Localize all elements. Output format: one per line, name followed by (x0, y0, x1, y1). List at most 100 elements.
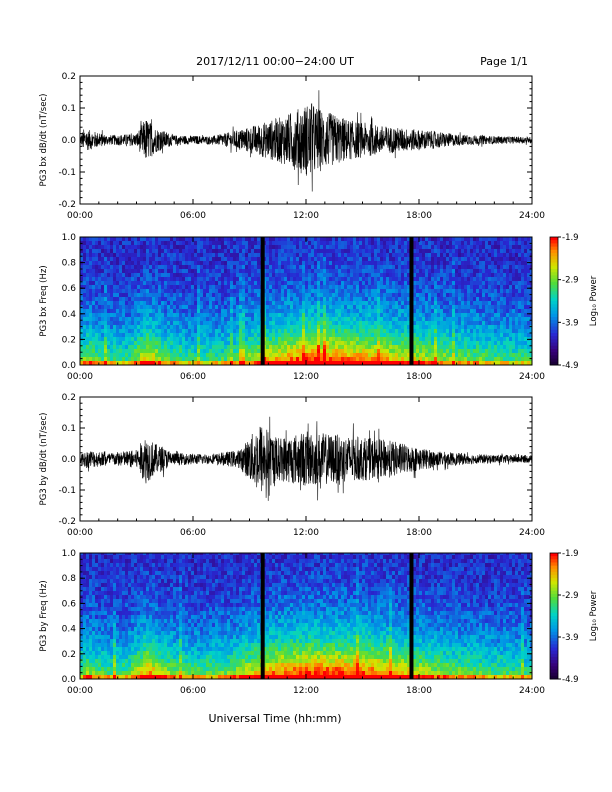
colorbar-segment (550, 320, 558, 324)
y-tick-label: 0.4 (62, 625, 77, 635)
colorbar-segment (550, 272, 558, 276)
colorbar-frame (549, 236, 559, 366)
panel-2: 00:00 06:00 12:00 18:00 24:00 1.0 0.8 0.6 0.4 0.2… (39, 233, 599, 382)
colorbar-segment (550, 307, 558, 312)
y-tick-label: 1.0 (62, 233, 77, 243)
y-tick-label: 1.0 (62, 549, 77, 559)
x-tick-label: 12:00 (293, 372, 319, 382)
colorbar-segment (550, 326, 558, 331)
x-tick-label: 12:00 (293, 528, 319, 538)
x-tick-label: 24:00 (519, 211, 545, 221)
x-tick-label: 12:00 (293, 211, 319, 221)
y-tick-label: 0.2 (62, 650, 76, 660)
x-tick-label: 00:00 (67, 528, 93, 538)
colorbar-segment (550, 256, 558, 260)
colorbar-segment (550, 294, 558, 299)
colorbar-segment (550, 587, 558, 592)
colorbar-frame (549, 552, 559, 680)
colorbar-segment (550, 556, 558, 560)
colorbar-segment (550, 663, 558, 667)
colorbar-segment (550, 606, 558, 611)
colorbar-segment (550, 575, 558, 579)
colorbar-segment (550, 349, 558, 353)
colorbar-tick-label: -4.9 (562, 675, 579, 685)
colorbar-segment (550, 559, 558, 563)
x-tick-label: 18:00 (406, 211, 432, 221)
colorbar-tick-label: -3.9 (562, 633, 579, 643)
y-tick-label: 0.0 (62, 675, 77, 685)
colorbar-segment (550, 336, 558, 340)
y-tick-label: 0.0 (62, 361, 77, 371)
panel-1: 00:00 06:00 12:00 18:00 24:00 0.2 0.1 0.0 -0.1 -0… (39, 72, 545, 221)
y-tick-label: 0.2 (62, 335, 76, 345)
colorbar-segment (550, 612, 558, 617)
data-gap-2 (409, 237, 414, 365)
y-tick-label: -0.1 (58, 168, 76, 178)
colorbar-segment (550, 669, 558, 674)
page-number: Page 1/1 (480, 55, 528, 68)
colorbar-tick-label: -3.9 (562, 318, 579, 328)
colorbar-segment (550, 597, 558, 601)
y-tick-label: 0.0 (62, 136, 77, 146)
y-tick-label: 0.8 (62, 574, 77, 584)
colorbar-segment (550, 291, 558, 296)
colorbar-segment (550, 262, 558, 267)
data-gap-1 (260, 237, 265, 365)
colorbar-segment (550, 631, 558, 636)
y-tick-label: 0.0 (62, 455, 77, 465)
colorbar-segment (550, 578, 558, 582)
colorbar-segment (550, 288, 558, 292)
colorbar-segment (550, 285, 558, 289)
colorbar-tick-label: -2.9 (562, 276, 579, 286)
colorbar-segment (550, 278, 558, 283)
colorbar-segment (550, 297, 558, 302)
y-tick-label: 0.8 (62, 259, 77, 269)
colorbar-segment (550, 269, 558, 273)
colorbar-segment (550, 656, 558, 661)
x-tick-label: 18:00 (406, 686, 432, 696)
y-tick-label: 0.4 (62, 310, 77, 320)
colorbar-segment (550, 240, 558, 244)
colorbar-segment (550, 565, 558, 570)
colorbar-tick-label: -1.9 (562, 549, 579, 559)
colorbar-segment (550, 666, 558, 671)
colorbar-segment (550, 323, 558, 328)
x-tick-label: 12:00 (293, 686, 319, 696)
series-line (79, 416, 533, 501)
colorbar-segment (550, 675, 558, 680)
colorbar-segment (550, 333, 558, 337)
colorbar-segment (550, 638, 558, 642)
figure-title: 2017/12/11 00:00−24:00 UT (196, 55, 354, 68)
colorbar: -1.9 -2.9 -3.9 -4.9 Log₁₀ Power (549, 233, 599, 371)
y-tick-label: 0.2 (62, 72, 76, 82)
y-axis-label: PG3 bx dB/dt (nT/sec) (39, 94, 49, 187)
colorbar-segment (550, 568, 558, 573)
colorbar-segment (550, 660, 558, 664)
x-tick-label: 24:00 (519, 686, 545, 696)
colorbar-segment (550, 339, 558, 344)
colorbar-segment (550, 609, 558, 614)
x-tick-label: 06:00 (180, 211, 206, 221)
colorbar-segment (550, 653, 558, 658)
colorbar-label: Log₁₀ Power (589, 275, 599, 326)
colorbar-segment (550, 345, 558, 350)
x-tick-label: 00:00 (67, 372, 93, 382)
y-tick-label: 0.1 (62, 424, 76, 434)
colorbar-segment (550, 329, 558, 334)
y-tick-label: -0.2 (58, 200, 76, 210)
colorbar-segment (550, 647, 558, 652)
colorbar-segment (550, 553, 558, 557)
panels: 00:00 06:00 12:00 18:00 24:00 0.2 0.1 0.0 -0.1 -0… (39, 72, 599, 696)
colorbar-segment (550, 358, 558, 363)
colorbar-segment (550, 562, 558, 567)
y-tick-label: 0.1 (62, 104, 76, 114)
colorbar-segment (550, 355, 558, 360)
colorbar-segment (550, 571, 558, 576)
colorbar-segment (550, 237, 558, 241)
colorbar-segment (550, 313, 558, 318)
y-axis-label: PG3 by Freq (Hz) (39, 580, 49, 651)
x-tick-label: 00:00 (67, 211, 93, 221)
colorbar-segment (550, 243, 558, 248)
x-tick-label: 00:00 (67, 686, 93, 696)
y-tick-label: -0.2 (58, 517, 76, 527)
